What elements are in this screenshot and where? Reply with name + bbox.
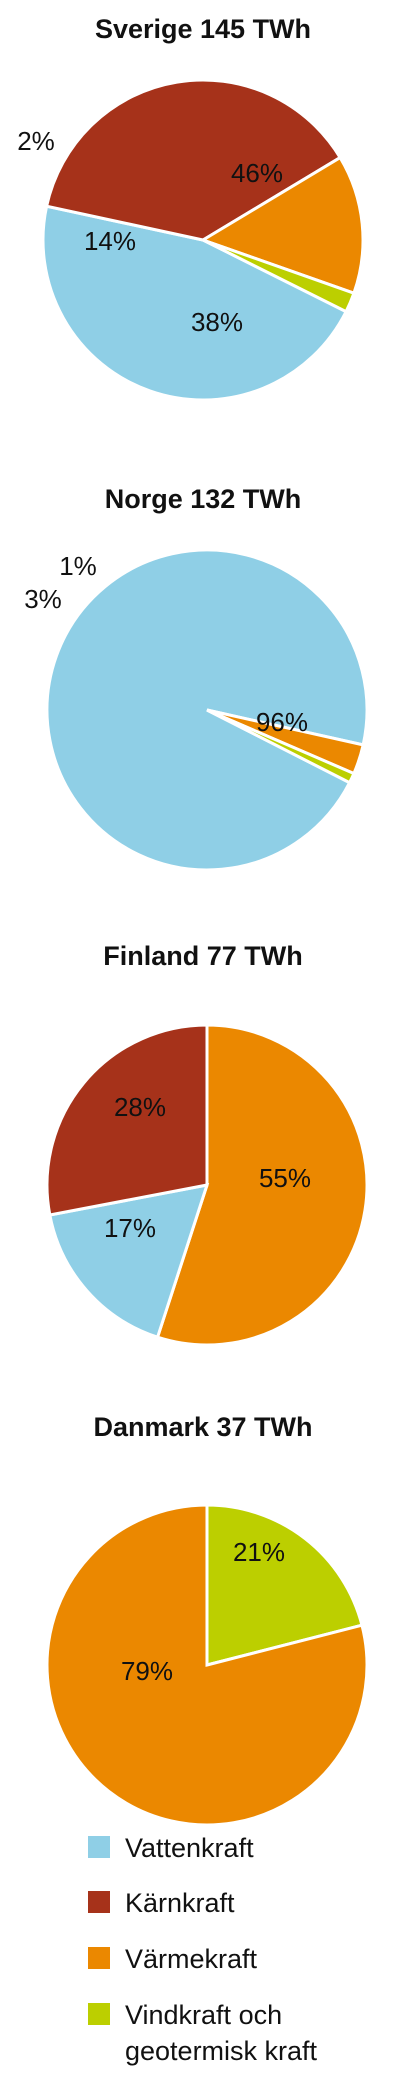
- legend-label: Värmekraft: [125, 1944, 258, 1974]
- legend-item-vattenkraft: Vattenkraft: [88, 1833, 254, 1863]
- slice-label-vattenkraft: 17%: [104, 1213, 156, 1243]
- legend: Vattenkraft Kärnkraft Värmekraft Vindkra…: [88, 1833, 318, 2066]
- pie-chart-finland: Finland 77 TWh 55% 17% 28%: [45, 941, 369, 1347]
- pie-chart-norge: Norge 132 TWh 96% 3% 1%: [24, 484, 369, 872]
- legend-label: Vindkraft och: [125, 2000, 282, 2030]
- legend-label: Kärnkraft: [125, 1888, 235, 1918]
- legend-item-vindkraft: Vindkraft och geotermisk kraft: [88, 2000, 318, 2066]
- slice-label-varmekraft: 14%: [84, 226, 136, 256]
- pie-slice-varmekraft: [199, 155, 365, 296]
- legend-label-line2: geotermisk kraft: [125, 2036, 318, 2066]
- pie-slices: [45, 548, 369, 872]
- legend-label: Vattenkraft: [125, 1833, 254, 1863]
- pie-slice-vindkraft: [205, 1503, 364, 1667]
- legend-item-varmekraft: Värmekraft: [88, 1944, 258, 1974]
- slice-label-vindkraft: 2%: [17, 126, 55, 156]
- legend-item-karnkraft: Kärnkraft: [88, 1888, 235, 1918]
- pie-slice-vattenkraft: [48, 1183, 210, 1340]
- pie-slices: [41, 78, 365, 402]
- pie-slices: [45, 1503, 369, 1827]
- chart-title: Sverige 145 TWh: [95, 14, 311, 44]
- legend-swatch-vindkraft: [88, 2003, 110, 2025]
- pie-labels: 55% 17% 28%: [104, 1092, 311, 1243]
- slice-label-vindkraft: 1%: [59, 551, 97, 581]
- chart-title: Norge 132 TWh: [105, 484, 302, 514]
- pie-slice-karnkraft: [45, 1023, 209, 1217]
- pie-slice-vindkraft: [202, 238, 356, 314]
- pie-slice-varmekraft: [155, 1023, 369, 1347]
- pie-slice-vattenkraft: [41, 204, 349, 402]
- legend-swatch-varmekraft: [88, 1947, 110, 1969]
- slice-label-karnkraft: 38%: [191, 307, 243, 337]
- slice-label-vattenkraft: 46%: [231, 158, 283, 188]
- chart-title: Danmark 37 TWh: [93, 1412, 312, 1442]
- pie-labels: 46% 38% 14% 2%: [17, 126, 283, 337]
- slice-label-karnkraft: 28%: [114, 1092, 166, 1122]
- pie-labels: 21% 79%: [121, 1537, 285, 1686]
- pie-slice-vindkraft: [206, 708, 356, 785]
- pie-chart-sverige: Sverige 145 TWh 46% 38% 14% 2%: [17, 14, 365, 402]
- pie-slice-varmekraft: [45, 1503, 369, 1827]
- slice-label-vindkraft: 21%: [233, 1537, 285, 1567]
- slice-label-varmekraft: 55%: [259, 1163, 311, 1193]
- legend-swatch-vattenkraft: [88, 1836, 110, 1858]
- pie-labels: 96% 3% 1%: [24, 551, 308, 737]
- slice-label-varmekraft: 79%: [121, 1656, 173, 1686]
- chart-title: Finland 77 TWh: [103, 941, 303, 971]
- slice-label-varmekraft: 3%: [24, 584, 62, 614]
- slice-label-vattenkraft: 96%: [256, 707, 308, 737]
- pie-chart-danmark: Danmark 37 TWh 21% 79%: [45, 1412, 369, 1827]
- legend-swatch-karnkraft: [88, 1891, 110, 1913]
- pie-slices: [45, 1023, 369, 1347]
